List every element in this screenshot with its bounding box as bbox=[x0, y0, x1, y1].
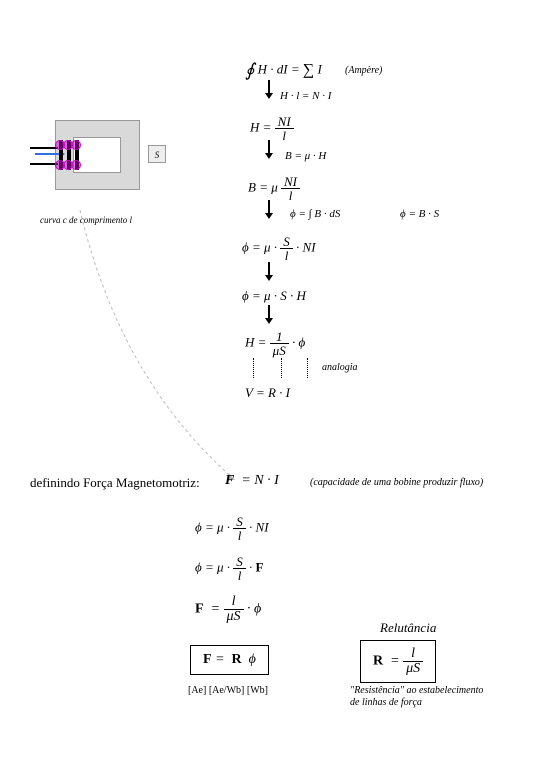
coil bbox=[53, 140, 88, 170]
eq-step11: ϕ = μ · Sl · NI bbox=[195, 515, 269, 542]
eq-step12: ϕ = μ · Sl · F bbox=[195, 555, 263, 582]
dot2 bbox=[281, 358, 282, 378]
eq-def-F: F = N · I bbox=[225, 473, 279, 489]
eq-step8: ϕ = μ · S · H bbox=[242, 288, 306, 304]
eq-analogy: V = R · I bbox=[245, 385, 290, 401]
def-label: definindo Força Magnetomotriz: bbox=[30, 475, 200, 491]
arrow-5 bbox=[268, 305, 270, 319]
reluct-note2: de linhas de força bbox=[350, 697, 422, 708]
units: [Ae] [Ae/Wb] [Wb] bbox=[188, 685, 268, 696]
dot1 bbox=[253, 358, 254, 378]
analogy-label: analogia bbox=[322, 362, 358, 373]
arrow-1 bbox=[268, 80, 270, 94]
arrow-2 bbox=[268, 140, 270, 154]
reluct-title: Relutância bbox=[380, 620, 436, 636]
ampere-label: (Ampère) bbox=[345, 65, 382, 76]
box-reluctance: R = lμS bbox=[360, 640, 436, 683]
dot3 bbox=[307, 358, 308, 378]
def-note: (capacidade de uma bobine produzir fluxo… bbox=[310, 477, 483, 488]
box-F-R-phi: F = R ϕ bbox=[190, 645, 269, 675]
s-label-box: S bbox=[148, 145, 166, 163]
eq-step6b: ϕ = B · S bbox=[400, 208, 439, 220]
eq-step3: H = NIl bbox=[250, 115, 294, 142]
eq-step2: H · l = N · I bbox=[280, 90, 331, 102]
eq-step4: B = μ · H bbox=[285, 150, 326, 162]
eq-step5: B = μ NIl bbox=[248, 175, 300, 202]
arrow-4 bbox=[268, 262, 270, 276]
curve-label: curva c de comprimento l bbox=[40, 215, 132, 225]
eq-step9: H = 1μS · ϕ bbox=[245, 330, 305, 357]
transformer-diagram: S bbox=[35, 115, 155, 205]
arrow-3 bbox=[268, 200, 270, 214]
eq-step7: ϕ = μ · Sl · NI bbox=[242, 235, 316, 262]
eq-ampere: ∮ H · dI = ∑ I bbox=[245, 60, 322, 81]
reluct-note1: "Resistência" ao estabelecimento bbox=[350, 685, 483, 696]
eq-step6a: ϕ = ∫ B · dS bbox=[290, 208, 340, 220]
eq-step13: F = lμS · ϕ bbox=[195, 595, 261, 624]
